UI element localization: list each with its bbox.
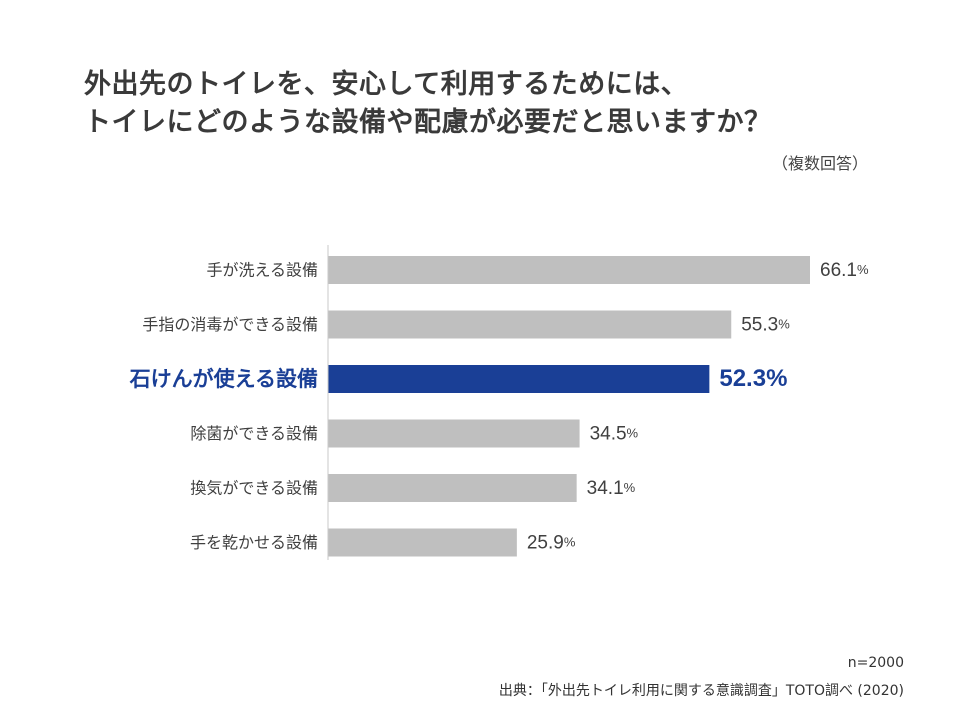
value-label: 52.3% xyxy=(719,365,787,392)
value-label: 34.1% xyxy=(587,478,636,499)
category-label: 手を乾かせる設備 xyxy=(190,533,318,552)
category-label: 手指の消毒ができる設備 xyxy=(142,315,318,334)
category-label: 除菌ができる設備 xyxy=(190,424,318,443)
chart-title-line1: 外出先のトイレを、安心して利用するためには、 xyxy=(84,69,689,100)
value-label: 34.5% xyxy=(590,424,639,445)
category-label: 手が洗える設備 xyxy=(206,261,318,280)
value-label: 66.1% xyxy=(820,260,869,281)
source-note: 出典：「外出先トイレ利用に関する意識調査」TOTO調べ (2020) xyxy=(498,683,904,699)
bar xyxy=(328,528,517,557)
sample-size-label: n=2000 xyxy=(847,655,904,671)
chart-title: 外出先のトイレを、安心して利用するためには、 トイレにどのような設備や配慮が必要… xyxy=(84,66,772,142)
bar xyxy=(328,419,580,448)
value-label: 55.3% xyxy=(741,315,790,336)
category-label: 石けんが使える設備 xyxy=(129,367,318,391)
category-label: 換気ができる設備 xyxy=(190,479,318,498)
bar xyxy=(328,310,732,339)
value-label: 25.9% xyxy=(527,533,576,554)
bar xyxy=(328,474,577,502)
bar xyxy=(328,256,810,284)
multiple-answer-note: （複数回答） xyxy=(771,154,868,173)
bar-highlighted xyxy=(328,365,710,393)
chart-title-line2: トイレにどのような設備や配慮が必要だと思いますか？ xyxy=(84,107,772,138)
